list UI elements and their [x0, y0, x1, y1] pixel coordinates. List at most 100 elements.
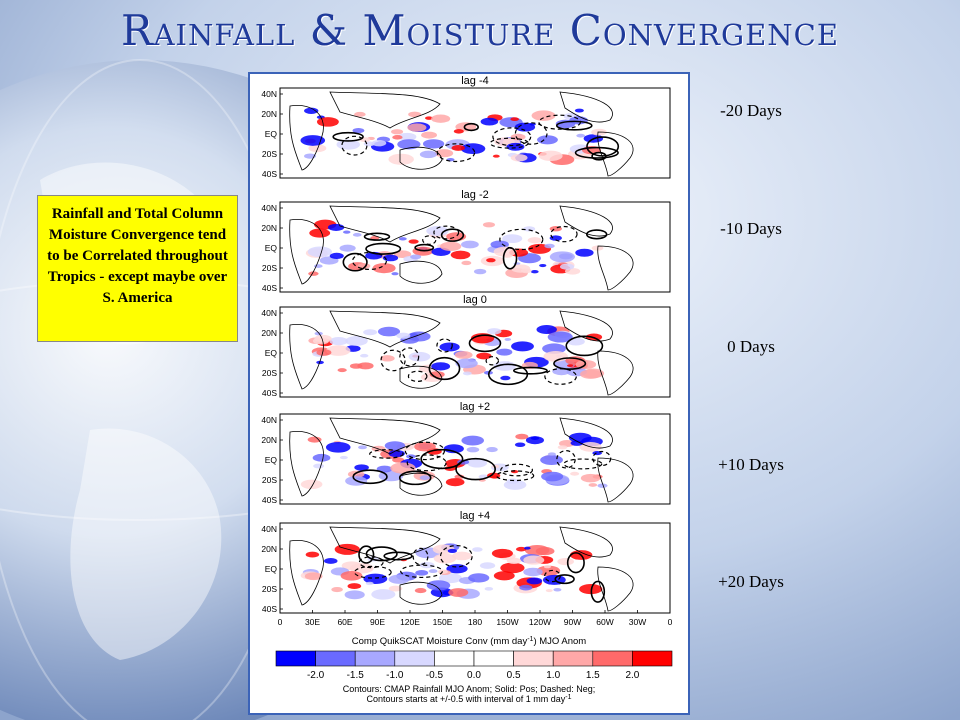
anomaly-blob: [540, 455, 563, 465]
anomaly-blob: [312, 453, 331, 462]
contour-solid: [420, 448, 464, 470]
anomaly-blob: [312, 337, 330, 345]
lat-tick-label: EQ: [265, 564, 278, 574]
contour-dashed: [407, 370, 428, 382]
map-panel-1: lag -2 40N 20N EQ 20S 40S: [261, 189, 671, 293]
anomaly-blob: [438, 573, 462, 584]
anomaly-blob: [392, 135, 403, 140]
anomaly-blob: [422, 139, 445, 149]
callout-box: Rainfall and Total Column Moisture Conve…: [37, 195, 238, 342]
contour-solid: [358, 545, 375, 564]
contour-dashed: [500, 463, 534, 477]
anomaly-blob: [419, 475, 431, 480]
lat-tick-label: EQ: [265, 348, 278, 358]
lon-tick-label: 90W: [564, 617, 581, 627]
colorbar-tick-label: -0.5: [426, 670, 444, 681]
anomaly-blob: [337, 368, 347, 373]
lon-tick-label: 180: [468, 617, 482, 627]
anomaly-blob: [450, 250, 471, 260]
contour-solid: [553, 357, 587, 370]
contour-solid: [365, 242, 402, 255]
continent-outline: [399, 581, 443, 605]
anomaly-blob: [340, 571, 363, 581]
anomaly-blob: [487, 328, 502, 335]
lat-tick-label: 40N: [261, 415, 277, 425]
lat-tick-label: 40N: [261, 89, 277, 99]
colorbar-swatch: [552, 650, 594, 667]
anomaly-blob: [380, 355, 395, 362]
anomaly-blob: [347, 470, 365, 478]
anomaly-blob: [421, 131, 437, 139]
continent-outline: [289, 104, 324, 171]
anomaly-blob: [371, 589, 396, 600]
anomaly-blob: [515, 433, 529, 440]
anomaly-blob: [504, 338, 512, 341]
lat-tick-label: 40S: [262, 169, 277, 179]
anomaly-blob: [308, 271, 319, 276]
anomaly-blob: [506, 478, 519, 484]
lat-tick-label: 20N: [261, 435, 277, 445]
lat-tick-label: EQ: [265, 243, 278, 253]
colorbar-swatch: [354, 650, 396, 667]
anomaly-blob: [408, 351, 431, 362]
anomaly-blob: [352, 127, 365, 134]
contour-note-line1: Contours: CMAP Rainfall MJO Anom; Solid:…: [343, 684, 595, 694]
anomaly-blob: [544, 243, 555, 249]
contour-solid: [352, 469, 388, 485]
anomaly-blob: [538, 150, 563, 162]
anomaly-blob: [325, 441, 351, 453]
anomaly-blob: [496, 348, 513, 356]
anomaly-blob: [388, 574, 410, 584]
anomaly-blob: [391, 129, 404, 135]
anomaly-blob: [313, 463, 325, 469]
anomaly-blob: [547, 452, 556, 456]
lon-tick-label: 150W: [496, 617, 518, 627]
anomaly-blob: [388, 585, 403, 592]
anomaly-blob: [339, 244, 356, 252]
continent-outline: [559, 310, 613, 342]
contour-dashed: [436, 143, 476, 163]
anomaly-blob: [479, 562, 496, 569]
anomaly-blob: [536, 565, 561, 576]
colorbar-swatch: [275, 650, 316, 667]
contour-solid: [414, 243, 435, 252]
anomaly-blob: [414, 588, 427, 594]
anomaly-blob: [396, 332, 411, 339]
panel-title: lag 0: [463, 294, 487, 306]
continent-outline: [399, 260, 443, 284]
anomaly-blob: [557, 557, 574, 566]
anomaly-blob: [305, 551, 320, 558]
anomaly-blob: [354, 111, 366, 117]
continent-outline: [289, 430, 324, 497]
anomaly-blob: [347, 583, 362, 590]
anomaly-blob: [388, 449, 405, 458]
contour-solid: [502, 246, 518, 270]
anomaly-blob: [327, 223, 345, 231]
anomaly-blob: [514, 442, 526, 448]
anomaly-blob: [408, 111, 422, 118]
lon-tick-label: 30W: [629, 617, 646, 627]
anomaly-blob: [539, 263, 547, 268]
continent-outline: [399, 146, 443, 170]
anomaly-blob: [482, 222, 496, 228]
lat-tick-label: 40S: [262, 388, 277, 398]
anomaly-blob: [527, 237, 542, 244]
anomaly-blob: [407, 331, 431, 342]
anomaly-blob: [300, 135, 326, 146]
anomaly-blob: [384, 441, 406, 451]
map-panel-2: lag 0 40N 20N EQ 20S 40S: [261, 294, 671, 398]
anomaly-blob: [486, 258, 496, 263]
anomaly-blob: [434, 149, 454, 158]
anomaly-blob: [547, 331, 573, 343]
anomaly-blob: [363, 573, 388, 585]
contour-dashed: [353, 565, 392, 579]
anomaly-blob: [433, 553, 457, 564]
anomaly-blob: [452, 551, 472, 561]
anomaly-blob: [345, 336, 368, 346]
anomaly-blob: [307, 246, 332, 258]
anomaly-blob: [542, 343, 566, 354]
anomaly-blob: [415, 570, 429, 576]
colorbar-tick-label: -1.0: [386, 670, 404, 681]
lat-tick-label: 20N: [261, 328, 277, 338]
anomaly-blob: [493, 361, 517, 371]
